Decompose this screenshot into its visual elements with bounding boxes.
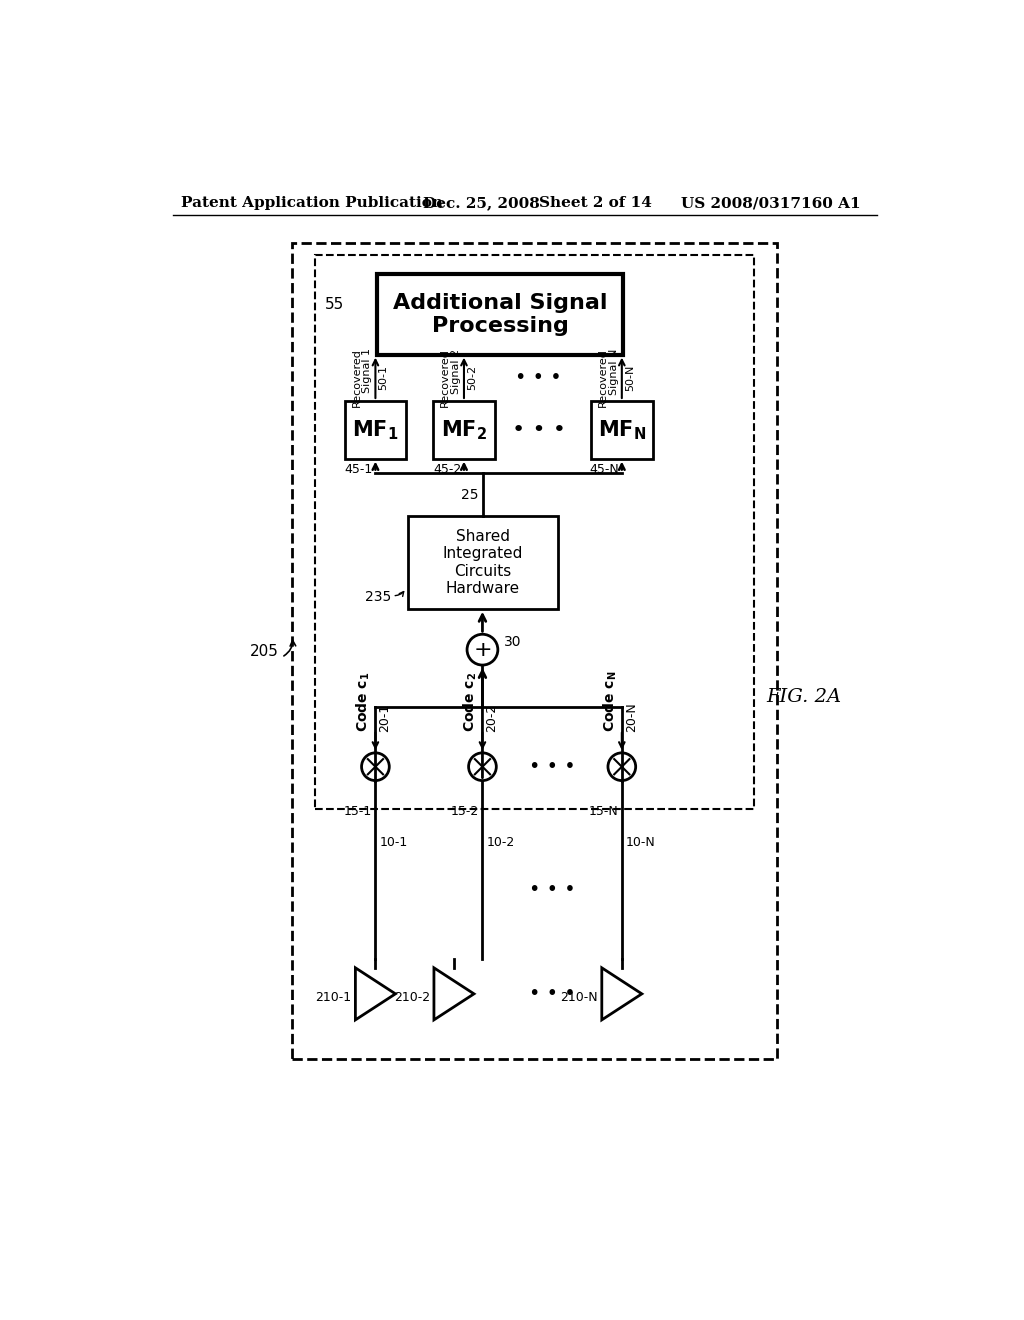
Text: $\mathbf{MF_{N}}$: $\mathbf{MF_{N}}$	[598, 418, 646, 442]
Text: Sheet 2 of 14: Sheet 2 of 14	[539, 197, 651, 210]
Text: FIG. 2A: FIG. 2A	[767, 689, 842, 706]
Bar	[345, 401, 407, 459]
Text: Recovered
Signal N: Recovered Signal N	[598, 348, 618, 408]
Text: 15-1: 15-1	[344, 805, 373, 818]
Text: 15-N: 15-N	[589, 805, 618, 818]
Text: 20-N: 20-N	[625, 702, 638, 733]
Text: 25: 25	[461, 487, 478, 502]
Text: 30: 30	[504, 635, 521, 649]
Bar	[408, 516, 558, 609]
Text: 20-2: 20-2	[485, 704, 499, 733]
Bar	[591, 401, 652, 459]
Text: 55: 55	[325, 297, 344, 313]
Text: 45-N: 45-N	[590, 462, 620, 475]
Text: • • •: • • •	[529, 758, 575, 776]
Text: 50-1: 50-1	[379, 366, 388, 391]
Text: Code $\mathbf{c_1}$: Code $\mathbf{c_1}$	[355, 672, 373, 733]
Text: 45-2: 45-2	[433, 462, 462, 475]
Text: Recovered
Signal 2: Recovered Signal 2	[440, 348, 461, 408]
Bar	[315, 255, 755, 809]
Text: 10-1: 10-1	[379, 836, 408, 849]
Text: Dec. 25, 2008: Dec. 25, 2008	[423, 197, 540, 210]
Text: 50-N: 50-N	[625, 364, 635, 391]
Text: 210-1: 210-1	[315, 991, 351, 1005]
Text: 20-1: 20-1	[379, 704, 391, 733]
FancyArrowPatch shape	[284, 640, 296, 656]
Text: $\mathbf{MF_{1}}$: $\mathbf{MF_{1}}$	[352, 418, 398, 442]
Text: 210-N: 210-N	[560, 991, 598, 1005]
Text: +: +	[473, 640, 492, 660]
Text: 235: 235	[365, 590, 391, 605]
Text: • • •: • • •	[529, 880, 575, 899]
Text: 45-1: 45-1	[345, 462, 373, 475]
Bar	[377, 275, 624, 355]
Text: 10-N: 10-N	[626, 836, 655, 849]
Text: US 2008/0317160 A1: US 2008/0317160 A1	[681, 197, 861, 210]
Text: Patent Application Publication: Patent Application Publication	[180, 197, 442, 210]
Text: • • •: • • •	[515, 368, 562, 387]
Text: 10-2: 10-2	[486, 836, 514, 849]
Text: Shared
Integrated
Circuits
Hardware: Shared Integrated Circuits Hardware	[442, 529, 523, 597]
Text: 15-2: 15-2	[452, 805, 479, 818]
Text: Code $\mathbf{c_N}$: Code $\mathbf{c_N}$	[601, 671, 618, 733]
Text: $\mathbf{MF_{2}}$: $\mathbf{MF_{2}}$	[441, 418, 487, 442]
Text: 210-2: 210-2	[394, 991, 430, 1005]
Bar	[292, 243, 777, 1059]
Text: 50-2: 50-2	[467, 366, 477, 391]
Text: Recovered
Signal 1: Recovered Signal 1	[351, 348, 373, 408]
Text: Additional Signal
Processing: Additional Signal Processing	[393, 293, 607, 335]
Text: Code $\mathbf{c_2}$: Code $\mathbf{c_2}$	[462, 672, 479, 733]
Text: 205: 205	[250, 644, 279, 659]
FancyArrowPatch shape	[395, 591, 403, 597]
Text: • • •: • • •	[512, 420, 565, 440]
Text: • • •: • • •	[529, 985, 575, 1003]
Bar	[433, 401, 495, 459]
